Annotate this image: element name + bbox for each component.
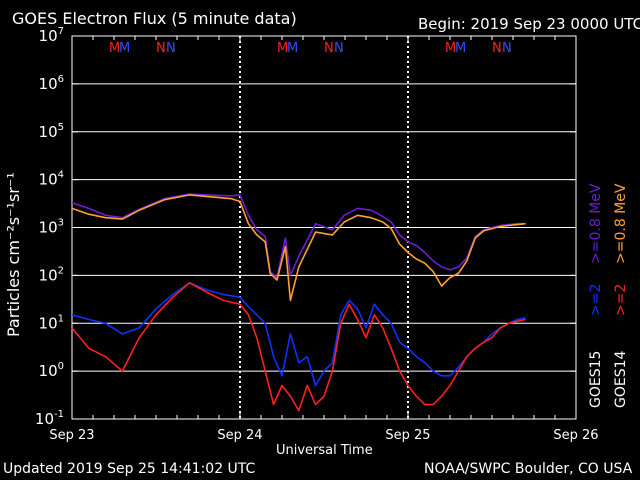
y-tick-label: 100 [39, 361, 64, 380]
y-tick-label: 106 [39, 74, 64, 93]
marker-m: M [445, 41, 456, 56]
y-tick-label: 101 [39, 313, 64, 332]
y-tick-label: 10-1 [35, 409, 64, 428]
marker-m: M [455, 41, 466, 56]
legend-goes15-ge08: >=0.8 MeV [588, 183, 604, 264]
legend-goes15: GOES15 [588, 350, 604, 408]
marker-n: N [166, 41, 176, 56]
y-axis-label: Particles cm⁻²s⁻¹sr⁻¹ [4, 172, 23, 337]
y-tick-label: 102 [39, 265, 64, 284]
x-tick-label: Sep 23 [49, 428, 94, 443]
series-line [71, 281, 526, 412]
series-line [71, 193, 526, 279]
marker-n: N [492, 41, 502, 56]
x-tick-label: Sep 24 [217, 428, 262, 443]
legend-goes15-ge2: >=2 [588, 283, 604, 316]
series-line [71, 281, 526, 387]
credit: NOAA/SWPC Boulder, CO USA [424, 461, 633, 477]
begin-time: Begin: 2019 Sep 23 0000 UTC [418, 15, 640, 33]
y-tick-label: 105 [39, 122, 64, 141]
x-tick-label: Sep 25 [385, 428, 430, 443]
marker-m: M [277, 41, 288, 56]
x-tick-label: Sep 26 [553, 428, 598, 443]
series-line [71, 194, 526, 302]
marker-n: N [156, 41, 166, 56]
marker-n: N [334, 41, 344, 56]
y-tick-label: 107 [39, 26, 64, 45]
marker-m: M [287, 41, 298, 56]
x-axis-label: Universal Time [276, 443, 373, 458]
marker-m: M [119, 41, 130, 56]
legend-goes14: GOES14 [613, 350, 629, 408]
marker-n: N [502, 41, 512, 56]
legend-goes14-ge08: >=0.8 MeV [613, 183, 629, 264]
legend-goes14-ge2: >=2 [613, 283, 629, 316]
updated-time: Updated 2019 Sep 25 14:41:02 UTC [3, 461, 256, 477]
marker-n: N [324, 41, 334, 56]
y-tick-label: 104 [39, 170, 64, 189]
marker-m: M [109, 41, 120, 56]
chart-title: GOES Electron Flux (5 minute data) [12, 9, 297, 28]
y-tick-label: 103 [39, 218, 64, 237]
